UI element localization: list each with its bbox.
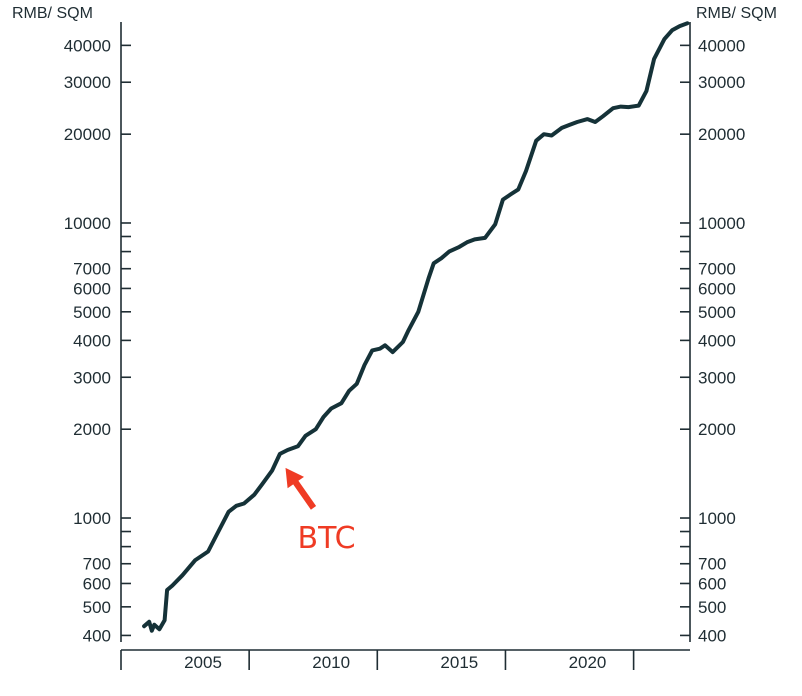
x-tick-label: 2005 xyxy=(184,653,222,672)
left-y-tick-label: 5000 xyxy=(73,303,111,322)
left-y-tick-label: 40000 xyxy=(64,36,111,55)
left-y-tick-label: 30000 xyxy=(64,73,111,92)
right-y-tick-label: 6000 xyxy=(698,279,736,298)
right-y-tick-label: 3000 xyxy=(698,368,736,387)
x-tick-label: 2020 xyxy=(569,653,607,672)
right-y-tick-label: 40000 xyxy=(698,36,745,55)
right-y-tick-label: 4000 xyxy=(698,331,736,350)
left-y-tick-label: 500 xyxy=(83,598,111,617)
left-y-tick-label: 10000 xyxy=(64,214,111,233)
left-y-tick-label: 4000 xyxy=(73,331,111,350)
left-y-tick-label: 400 xyxy=(83,626,111,645)
right-y-tick-label: 700 xyxy=(698,555,726,574)
btc-annotation: BTC xyxy=(285,467,356,556)
left-y-tick-label: 700 xyxy=(83,555,111,574)
left-y-tick-label: 3000 xyxy=(73,368,111,387)
right-unit-label: RMB/ SQM xyxy=(696,5,777,22)
x-axis: 2005 2010 2015 2020 xyxy=(120,649,690,672)
right-y-tick-label: 2000 xyxy=(698,420,736,439)
x-tick-label: 2010 xyxy=(312,653,350,672)
right-y-tick-label: 1000 xyxy=(698,509,736,528)
right-y-tick-label: 500 xyxy=(698,598,726,617)
right-y-tick-label: 20000 xyxy=(698,125,745,144)
left-y-tick-label: 1000 xyxy=(73,509,111,528)
right-y-tick-label: 400 xyxy=(698,626,726,645)
annotation-label: BTC xyxy=(298,521,356,556)
right-y-tick-label: 600 xyxy=(698,574,726,593)
left-y-tick-label: 7000 xyxy=(73,260,111,279)
left-y-tick-label: 20000 xyxy=(64,125,111,144)
left-y-tick-label: 2000 xyxy=(73,420,111,439)
right-y-tick-label: 7000 xyxy=(698,260,736,279)
right-y-tick-label: 30000 xyxy=(698,73,745,92)
right-y-tick-label: 5000 xyxy=(698,303,736,322)
left-y-tick-label: 6000 xyxy=(73,279,111,298)
price-series-line xyxy=(142,21,690,633)
right-y-tick-label: 10000 xyxy=(698,214,745,233)
x-tick-label: 2015 xyxy=(440,653,478,672)
left-y-tick-label: 600 xyxy=(83,574,111,593)
left-unit-label: RMB/ SQM xyxy=(12,5,93,22)
annotation-arrow-icon xyxy=(285,467,317,510)
